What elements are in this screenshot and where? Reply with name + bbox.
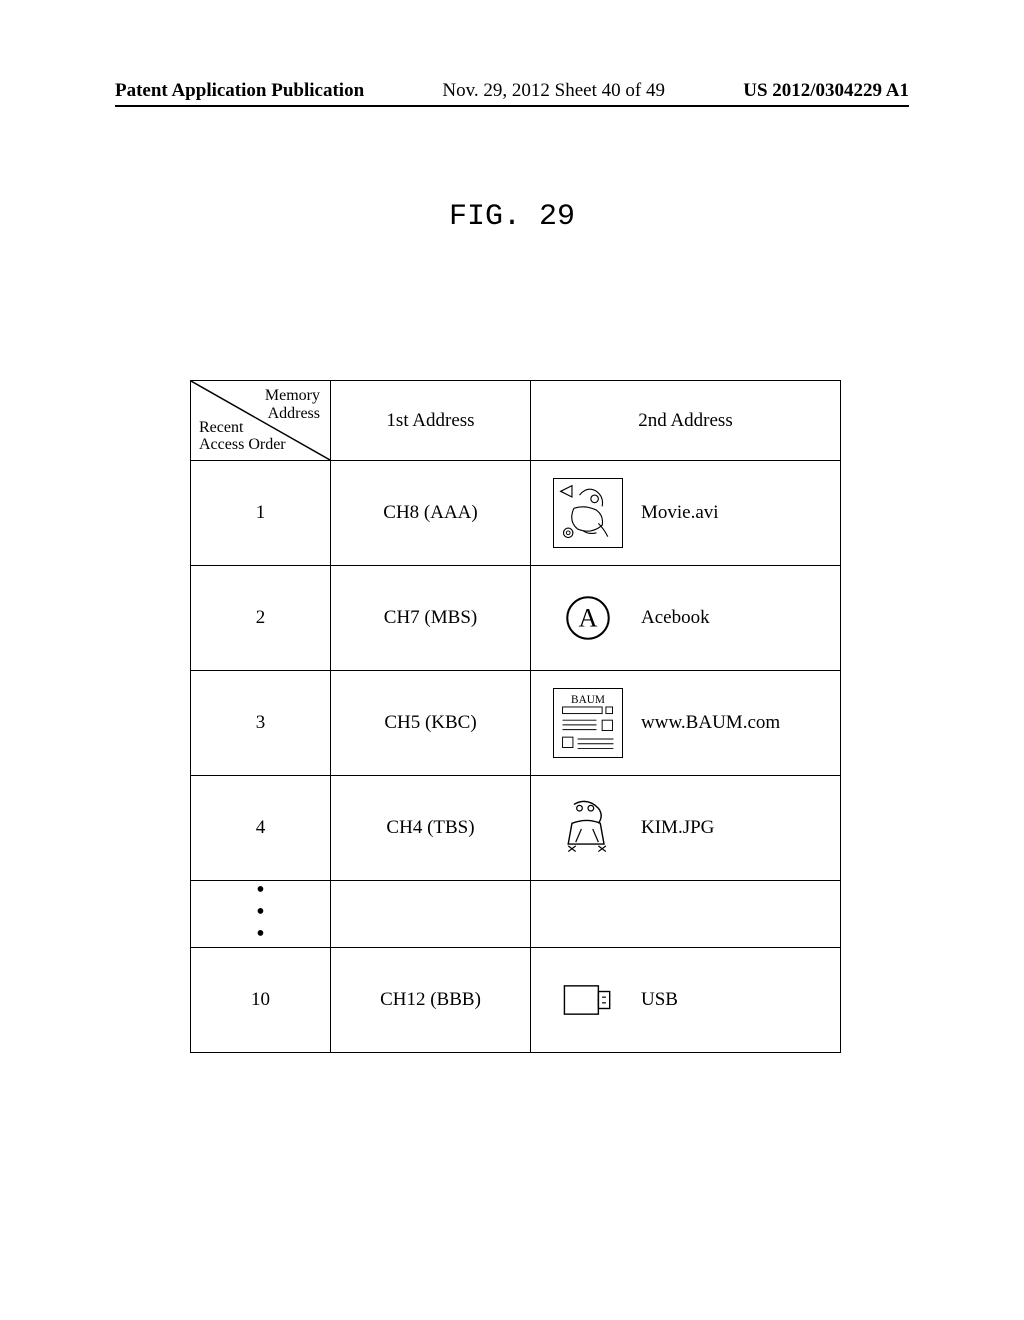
table-row: 4 CH4 (TBS): [191, 776, 841, 881]
header-2nd-address: 2nd Address: [531, 381, 841, 461]
vertical-ellipsis-icon: •••: [256, 877, 264, 947]
second-address-label: Acebook: [641, 607, 710, 629]
usb-icon: [553, 965, 623, 1035]
memory-address-table: MemoryAddress RecentAccess Order 1st Add…: [190, 380, 840, 1053]
svg-text:BAUM: BAUM: [571, 694, 605, 706]
order-cell: 3: [191, 671, 331, 776]
second-address-cell: USB: [531, 948, 841, 1053]
movie-icon: [553, 478, 623, 548]
header-date-sheet: Nov. 29, 2012 Sheet 40 of 49: [442, 80, 665, 102]
second-address-cell: KIM.JPG: [531, 776, 841, 881]
second-address-label: Movie.avi: [641, 502, 719, 524]
acebook-icon: A: [553, 583, 623, 653]
header-access-order-label: RecentAccess Order: [199, 419, 286, 454]
second-address-label: USB: [641, 989, 678, 1011]
first-address-cell: CH4 (TBS): [331, 776, 531, 881]
header-publication: Patent Application Publication: [115, 80, 364, 102]
order-cell: •••: [191, 881, 331, 948]
table-row-ellipsis: •••: [191, 881, 841, 948]
table-row: 2 CH7 (MBS) A Acebook: [191, 566, 841, 671]
first-address-cell: CH12 (BBB): [331, 948, 531, 1053]
second-address-cell: BAUM: [531, 671, 841, 776]
table-row: 1 CH8 (AAA): [191, 461, 841, 566]
second-address-label: KIM.JPG: [641, 817, 714, 839]
header-1st-address: 1st Address: [331, 381, 531, 461]
second-address-label: www.BAUM.com: [641, 712, 780, 734]
svg-text:A: A: [578, 602, 597, 632]
baum-webpage-icon: BAUM: [553, 688, 623, 758]
header-memory-address-label: MemoryAddress: [265, 387, 320, 422]
figure-title: FIG. 29: [0, 200, 1024, 234]
header-pub-number: US 2012/0304229 A1: [743, 80, 909, 102]
second-address-cell: [531, 881, 841, 948]
table-row: 3 CH5 (KBC) BAUM: [191, 671, 841, 776]
table-row: 10 CH12 (BBB) USB: [191, 948, 841, 1053]
first-address-cell: CH7 (MBS): [331, 566, 531, 671]
first-address-cell: CH5 (KBC): [331, 671, 531, 776]
second-address-cell: Movie.avi: [531, 461, 841, 566]
order-cell: 2: [191, 566, 331, 671]
order-cell: 4: [191, 776, 331, 881]
order-cell: 10: [191, 948, 331, 1053]
first-address-cell: CH8 (AAA): [331, 461, 531, 566]
page-header: Patent Application Publication Nov. 29, …: [0, 80, 1024, 107]
first-address-cell: [331, 881, 531, 948]
second-address-cell: A Acebook: [531, 566, 841, 671]
order-cell: 1: [191, 461, 331, 566]
header-diagonal-cell: MemoryAddress RecentAccess Order: [191, 381, 331, 461]
photo-icon: [553, 793, 623, 863]
